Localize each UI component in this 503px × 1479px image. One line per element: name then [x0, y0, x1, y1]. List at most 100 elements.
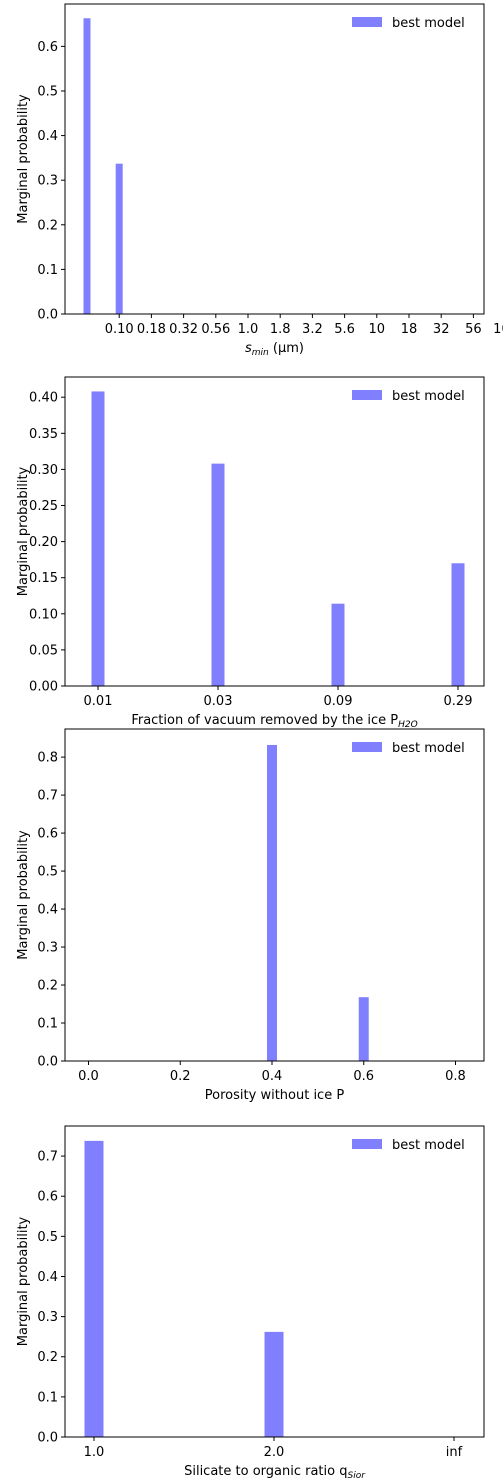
y-tick-label: 0.2 [37, 1350, 58, 1365]
x-tick-label: 0.0 [78, 1069, 99, 1084]
bar [451, 563, 465, 686]
chart-panel-3: 0.0 0.1 0.2 0.3 0.4 0.5 0.6 0.7 0.8 0.0 0.2 0.4 0.6 0… [16, 728, 485, 1103]
x-tick-label: 0.10 [105, 322, 134, 337]
plot-frame [64, 376, 485, 687]
y-tick-label: 0.30 [29, 463, 58, 478]
y-tick-label: 0.1 [37, 1390, 58, 1405]
y-tick-label: 0.5 [37, 84, 58, 99]
x-tick-label: 56 [465, 322, 482, 337]
x-axis-label-subscript: min [252, 348, 269, 358]
legend-label: best model [392, 16, 465, 31]
y-tick-label: 0.6 [37, 40, 58, 55]
y-tick-label: 0.0 [37, 1055, 58, 1070]
x-axis-label-main: Fraction of vacuum removed by the ice P [131, 713, 398, 728]
chart-panel-2: 0.00 0.05 0.10 0.15 0.20 0.25 0.30 0.35 0.40 0.01… [16, 376, 485, 730]
y-axis-label: Marginal probability [16, 94, 31, 224]
chart-panel-4: 0.0 0.1 0.2 0.3 0.4 0.5 0.6 0.7 1.0 2.0 inf Margina… [16, 1125, 485, 1479]
bar [91, 391, 105, 686]
x-tick-label: 18 [401, 322, 418, 337]
y-tick-label: 0.7 [37, 1150, 58, 1165]
bar [267, 744, 277, 1061]
x-tick-label: 10 [369, 322, 386, 337]
y-tick-label: 0.15 [29, 571, 58, 586]
x-axis-label-subscript: Sior [347, 1471, 366, 1479]
y-tick-label: 0.0 [37, 1431, 58, 1446]
y-tick-label: 0.05 [29, 643, 58, 658]
x-tick-label: 0.56 [201, 322, 230, 337]
x-tick-label: 2.0 [264, 1445, 285, 1460]
bar [211, 463, 225, 686]
legend-swatch [352, 1139, 382, 1149]
y-tick-label: 0.10 [29, 607, 58, 622]
y-tick-label: 0.5 [37, 1230, 58, 1245]
bar [84, 1140, 104, 1437]
y-axis-label: Marginal probability [16, 830, 31, 960]
bar [331, 603, 345, 686]
y-tick-label: 0.6 [37, 1190, 58, 1205]
y-tick-label: 0.3 [37, 941, 58, 956]
x-tick-label: 1.0 [238, 322, 259, 337]
y-tick-label: 0.6 [37, 827, 58, 842]
legend: best model [352, 389, 465, 404]
x-tick-label: 100 [493, 322, 503, 337]
x-tick-label: 0.32 [169, 322, 198, 337]
y-tick-label: 0.4 [37, 129, 58, 144]
bar [264, 1331, 284, 1437]
y-tick-label: 0.2 [37, 979, 58, 994]
plot-frame [64, 3, 485, 315]
x-axis-label-main: Porosity without ice P [205, 1088, 345, 1103]
legend: best model [352, 16, 465, 31]
y-tick-label: 0.3 [37, 1310, 58, 1325]
x-tick-label: 32 [433, 322, 450, 337]
x-tick-label: inf [446, 1445, 463, 1460]
y-tick-label: 0.3 [37, 174, 58, 189]
x-axis-label: Silicate to organic ratio qSior [184, 1464, 366, 1479]
legend: best model [352, 1138, 465, 1153]
legend-label: best model [392, 389, 465, 404]
y-tick-label: 0.40 [29, 391, 58, 406]
legend-label: best model [392, 1138, 465, 1153]
bar [83, 18, 91, 315]
y-tick-label: 0.8 [37, 751, 58, 766]
x-axis-label: Fraction of vacuum removed by the ice PH… [131, 713, 417, 730]
y-tick-label: 0.20 [29, 535, 58, 550]
y-tick-label: 0.25 [29, 499, 58, 514]
x-axis-label: Porosity without ice P [205, 1088, 345, 1103]
x-axis-label: smin (μm) [245, 341, 304, 358]
y-tick-label: 0.4 [37, 1270, 58, 1285]
y-tick-label: 0.4 [37, 903, 58, 918]
bar [358, 997, 369, 1061]
y-axis-label: Marginal probability [16, 1216, 31, 1346]
legend-label: best model [392, 741, 465, 756]
x-tick-label: 0.2 [170, 1069, 191, 1084]
x-tick-label: 1.0 [84, 1445, 105, 1460]
x-axis-label-main: Silicate to organic ratio q [184, 1464, 347, 1479]
x-axis-label-subscript: H2O [398, 720, 418, 730]
y-tick-label: 0.1 [37, 263, 58, 278]
legend: best model [352, 741, 465, 756]
x-tick-label: 0.01 [84, 694, 113, 709]
x-tick-label: 1.8 [270, 322, 291, 337]
x-tick-label: 3.2 [302, 322, 323, 337]
x-axis-label-unit: (μm) [269, 341, 304, 356]
y-tick-label: 0.00 [29, 680, 58, 695]
x-tick-label: 0.8 [445, 1069, 466, 1084]
y-tick-label: 0.5 [37, 865, 58, 880]
x-tick-label: 0.09 [324, 694, 353, 709]
plot-frame [64, 728, 485, 1062]
x-tick-label: 5.6 [334, 322, 355, 337]
y-axis-label: Marginal probability [16, 466, 31, 596]
y-tick-label: 0.7 [37, 789, 58, 804]
legend-swatch [352, 742, 382, 752]
y-tick-label: 0.2 [37, 218, 58, 233]
x-tick-label: 0.18 [137, 322, 166, 337]
legend-swatch [352, 17, 382, 27]
legend-swatch [352, 390, 382, 400]
y-tick-label: 0.1 [37, 1017, 58, 1032]
x-tick-label: 0.03 [204, 694, 233, 709]
y-tick-label: 0.35 [29, 427, 58, 442]
x-tick-label: 0.6 [353, 1069, 374, 1084]
x-tick-label: 0.4 [262, 1069, 283, 1084]
y-tick-label: 0.0 [37, 308, 58, 323]
